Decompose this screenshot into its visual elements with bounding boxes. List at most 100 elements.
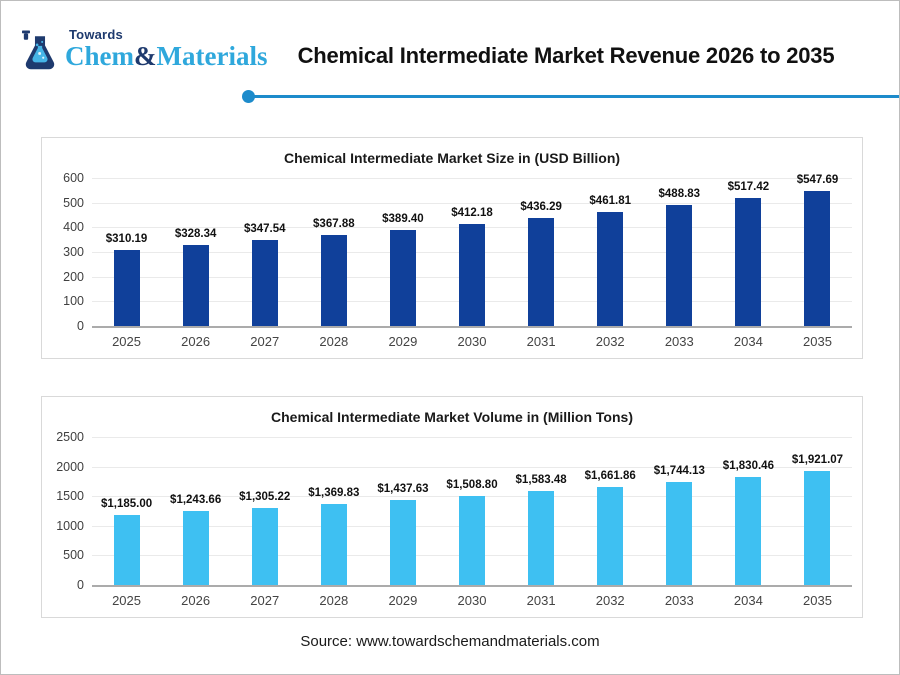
bar xyxy=(804,471,831,585)
bar-column: $367.88 xyxy=(299,178,368,326)
x-axis-tick-label: 2025 xyxy=(112,593,141,608)
x-axis-tick-label: 2033 xyxy=(664,334,694,349)
bar-value-label: $547.69 xyxy=(796,173,839,186)
chart-card-market-volume: Chemical Intermediate Market Volume in (… xyxy=(41,396,863,618)
bar-column: $547.69 xyxy=(783,174,852,326)
brand-logo: Towards Chem&Materials xyxy=(17,25,267,77)
bar-value-label: $367.88 xyxy=(313,218,355,231)
x-axis-tick-label: 2027 xyxy=(250,593,280,608)
bar-value-label: $1,185.00 xyxy=(100,497,153,510)
bar-value-label: $1,305.22 xyxy=(239,490,291,503)
bar-value-label: $1,744.13 xyxy=(653,464,705,477)
x-axis-tick-label: 2027 xyxy=(250,334,280,349)
bar xyxy=(459,224,486,326)
flask-icon xyxy=(22,30,55,70)
chart-card-market-size: Chemical Intermediate Market Size in (US… xyxy=(41,137,863,359)
bar xyxy=(666,481,693,585)
logo-brand: Chem&Materials xyxy=(65,41,267,71)
bar-value-label: $347.54 xyxy=(243,223,286,236)
bar-column: $436.29 xyxy=(507,178,576,326)
bar-column: $328.34 xyxy=(161,178,230,326)
x-axis-tick-label: 2030 xyxy=(457,334,487,349)
x-axis-tick-label: 2033 xyxy=(664,593,694,608)
bar xyxy=(320,235,347,326)
y-axis-tick-label: 300 xyxy=(63,245,84,259)
gridline xyxy=(92,202,852,204)
accent-dot xyxy=(242,90,255,103)
x-axis-tick-label: 2026 xyxy=(181,334,211,349)
bar xyxy=(666,205,693,326)
logo-ampersand: & xyxy=(134,41,157,71)
logo-chem: Chem xyxy=(65,41,134,71)
bar xyxy=(182,245,209,326)
x-axis-tick-label: 2032 xyxy=(595,334,625,349)
bar-value-label: $517.42 xyxy=(727,181,770,194)
bar xyxy=(528,218,555,326)
x-axis-tick-label: 2029 xyxy=(388,593,418,608)
bar-column: $488.83 xyxy=(645,178,714,326)
bar-column: $347.54 xyxy=(230,178,299,326)
bar-column: $517.42 xyxy=(714,178,783,326)
bar xyxy=(597,212,624,326)
gridline xyxy=(92,466,852,468)
source-citation: Source: www.towardschemandmaterials.com xyxy=(300,633,600,650)
bar xyxy=(113,249,140,326)
x-axis-labels-row: 2025 2026 2027 2028 2029 2030 2031 2032 2033 2034… xyxy=(92,334,852,349)
bar-column: $310.19 xyxy=(92,178,161,326)
logo-text: Towards Chem&Materials xyxy=(65,25,267,70)
bar xyxy=(735,476,762,585)
x-axis-tick-label: 2028 xyxy=(319,334,349,349)
x-axis-labels-row: 2025 2026 2027 2028 2029 2030 2031 2032 2033 2034… xyxy=(92,593,852,608)
y-axis-tick-label: 1500 xyxy=(56,489,84,504)
x-axis-tick-label: 2026 xyxy=(181,593,211,608)
x-axis-line xyxy=(92,585,852,587)
bar xyxy=(182,511,209,585)
bar-value-label: $1,243.66 xyxy=(170,494,222,507)
bar-value-label: $1,369.83 xyxy=(308,486,360,499)
bar-value-label: $1,508.80 xyxy=(446,478,498,491)
bar-chart-market-volume: 0 500 1000 1500 2000 2500 $1,185.00 $1,243.66 $1… xyxy=(42,397,862,617)
bar-value-label: $1,583.48 xyxy=(515,474,567,487)
y-axis-tick-label: 0 xyxy=(77,578,84,592)
bar-column: $1,508.80 xyxy=(437,437,506,585)
bar-column: $412.18 xyxy=(437,178,506,326)
gridline xyxy=(92,437,852,438)
bar-value-label: $461.81 xyxy=(589,195,631,208)
bar-value-label: $389.40 xyxy=(382,212,424,225)
x-axis-tick-label: 2030 xyxy=(457,593,487,608)
bar xyxy=(389,499,416,585)
bar xyxy=(804,190,831,326)
bar-value-label: $1,661.86 xyxy=(584,469,636,482)
y-axis-tick-label: 500 xyxy=(63,548,84,563)
bar xyxy=(113,514,140,585)
y-axis-tick-label: 2500 xyxy=(56,430,84,444)
bar xyxy=(735,198,762,326)
x-axis-tick-label: 2035 xyxy=(803,593,832,608)
x-axis-tick-label: 2031 xyxy=(526,593,556,608)
x-axis-line xyxy=(92,326,852,328)
bar-value-label: $436.29 xyxy=(520,201,562,214)
bar-column: $1,830.46 xyxy=(714,437,783,585)
y-axis-tick-label: 2000 xyxy=(56,459,84,474)
gridline xyxy=(92,178,852,179)
bar xyxy=(389,229,416,326)
bar xyxy=(251,507,278,585)
x-axis-tick-label: 2028 xyxy=(319,593,349,608)
bar-value-label: $488.83 xyxy=(658,188,701,201)
bar-value-label: $328.34 xyxy=(174,228,217,240)
bar xyxy=(320,503,347,585)
bar-value-label: $1,921.07 xyxy=(791,454,844,467)
logo-materials: Materials xyxy=(156,41,268,71)
bars-row: $1,185.00 $1,243.66 $1,305.22 $1,369.83 $1,4… xyxy=(92,437,852,585)
bar-value-label: $310.19 xyxy=(105,232,148,245)
bar-column: $1,583.48 xyxy=(507,437,576,585)
x-axis-tick-label: 2032 xyxy=(595,593,625,608)
bar-value-label: $1,437.63 xyxy=(377,482,429,495)
x-axis-tick-label: 2031 xyxy=(526,334,556,349)
y-axis-tick-label: 600 xyxy=(63,171,84,185)
bar-column: $1,369.83 xyxy=(299,437,368,585)
bar xyxy=(251,240,278,326)
y-axis-tick-label: 500 xyxy=(63,195,84,210)
bar xyxy=(459,495,486,585)
